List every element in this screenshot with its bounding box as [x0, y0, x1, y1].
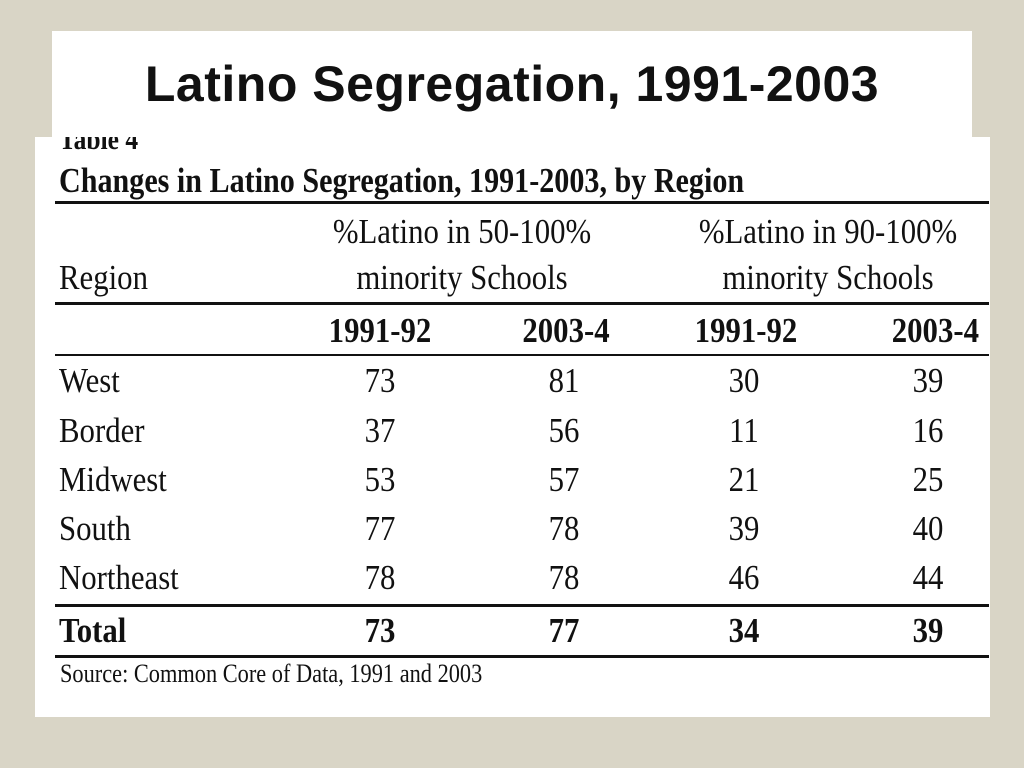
table-cell: 16 — [912, 411, 944, 450]
table-cell: 46 — [728, 558, 760, 597]
table-cell: 40 — [912, 509, 944, 548]
table-cell: 53 — [364, 460, 396, 499]
table-cell: 81 — [548, 361, 580, 400]
rule-top — [55, 201, 989, 204]
row-region-total: Total — [59, 611, 127, 650]
table-cell: 11 — [729, 411, 759, 450]
row-region-midwest: Midwest — [59, 460, 167, 499]
rule-years — [55, 354, 989, 356]
table-source-note: Source: Common Core of Data, 1991 and 20… — [60, 659, 483, 688]
table-cell-total: 39 — [912, 611, 944, 650]
table-cell: 44 — [912, 558, 944, 597]
group1-header-line1: %Latino in 50-100% — [332, 212, 592, 251]
rule-total — [55, 604, 989, 607]
rule-bottom — [55, 655, 989, 658]
table-cell: 39 — [728, 509, 760, 548]
slide-title: Latino Segregation, 1991-2003 — [144, 56, 880, 112]
table-cell: 77 — [364, 509, 396, 548]
row-region-border: Border — [59, 411, 145, 450]
row-region-south: South — [59, 509, 131, 548]
table-cell: 39 — [912, 361, 944, 400]
table-cell: 56 — [548, 411, 580, 450]
year-header: 1991-92 — [328, 311, 432, 350]
table-cell-total: 77 — [548, 611, 580, 650]
region-header: Region — [59, 258, 148, 297]
group2-header-line1: %Latino in 90-100% — [698, 212, 958, 251]
table-cell: 37 — [364, 411, 396, 450]
table-image: Table 4 Changes in Latino Segregation, 1… — [35, 137, 990, 717]
table-label: Table 4 — [59, 137, 139, 156]
rule-header — [55, 302, 989, 305]
group1-header-line2: minority Schools — [356, 258, 568, 297]
table-cell: 30 — [728, 361, 760, 400]
table-cell: 57 — [548, 460, 580, 499]
table-caption: Changes in Latino Segregation, 1991-2003… — [59, 161, 745, 200]
row-region-west: West — [59, 361, 120, 400]
table-cell: 21 — [728, 460, 760, 499]
table-cell-total: 73 — [364, 611, 396, 650]
year-header: 1991-92 — [694, 311, 798, 350]
year-header: 2003-4 — [522, 311, 610, 350]
year-header: 2003-4 — [891, 311, 979, 350]
table-cell: 25 — [912, 460, 944, 499]
group2-header-line2: minority Schools — [722, 258, 934, 297]
row-region-northeast: Northeast — [59, 558, 179, 597]
table-cell: 78 — [548, 558, 580, 597]
table-cell: 78 — [548, 509, 580, 548]
table-cell: 78 — [364, 558, 396, 597]
table-cell-total: 34 — [728, 611, 760, 650]
slide-title-box: Latino Segregation, 1991-2003 — [52, 31, 972, 137]
table-cell: 73 — [364, 361, 396, 400]
